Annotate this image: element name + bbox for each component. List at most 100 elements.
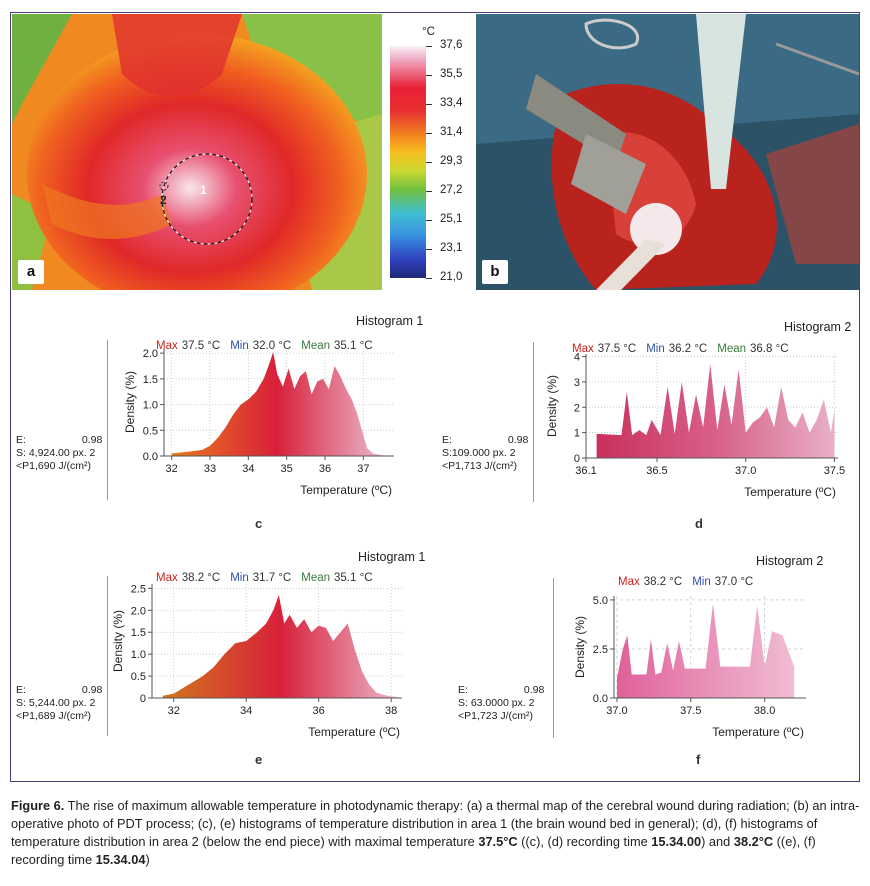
stat-min-value: 36.2 °C bbox=[668, 343, 708, 355]
panel-separator bbox=[553, 578, 554, 738]
scale-tick-label: 21,0 bbox=[440, 271, 463, 283]
energy-value: 0.98 bbox=[507, 434, 529, 446]
histogram-stats: Max 37.5 °C Min 36.2 °C Mean 36.8 °C bbox=[572, 343, 799, 355]
x-tick-label: 37 bbox=[357, 463, 369, 475]
panel-letter-a: a bbox=[18, 260, 44, 284]
y-tick-label: 2.5 bbox=[593, 644, 608, 656]
energy-label: E: bbox=[16, 434, 26, 446]
scale-tick-label: 27,2 bbox=[440, 184, 463, 196]
y-tick-label: 1 bbox=[574, 428, 580, 440]
scale-tick-mark bbox=[426, 191, 432, 192]
histogram-chart-c: 32 33 34 35 36 37 0.0 0.5 1.0 1.5 2.0 Temperature (… bbox=[123, 348, 394, 497]
caption-text-5: ) bbox=[145, 852, 150, 867]
histogram-chart-e: 32 34 36 38 0 0.5 1.0 1.5 2.0 2.5 Temperature (ºC)… bbox=[112, 583, 402, 739]
power-density-text: <P1,689 J/(cm²) bbox=[16, 710, 91, 722]
histogram-area bbox=[171, 352, 383, 456]
histogram-chart-f: 37.0 37.5 38.0 0.0 2.5 5.0 Temperature (ºC) Den… bbox=[573, 595, 806, 739]
energy-row: E: 0.98 bbox=[458, 684, 544, 697]
x-tick-label: 36.1 bbox=[575, 465, 596, 477]
y-tick-label: 0 bbox=[574, 453, 580, 465]
caption-text-4: ((e), (f) recording time bbox=[11, 834, 816, 867]
x-tick-label: 38.0 bbox=[754, 705, 775, 717]
stat-min-label: Min bbox=[230, 340, 249, 352]
histogram-side-info: E: 0.98 S:109.000 px. 2 <P1,713 J/(cm²) bbox=[442, 434, 528, 473]
energy-row: E: 0.98 bbox=[16, 434, 102, 447]
histogram-side-info: E: 0.98 S: 5,244.00 px. 2 <P1,689 J/(cm²) bbox=[16, 684, 102, 723]
y-tick-label: 0.5 bbox=[143, 425, 158, 437]
histogram-side-info: E: 0.98 S: 4,924.00 px. 2 <P1,690 J/(cm²) bbox=[16, 434, 102, 473]
panel-letter-c: c bbox=[255, 516, 263, 531]
scale-tick-mark bbox=[426, 278, 432, 279]
area-size-text: S: 63.0000 px. 2 bbox=[458, 697, 535, 709]
scale-tick-mark bbox=[426, 46, 432, 47]
y-tick-label: 2.5 bbox=[131, 583, 146, 595]
scale-tick-mark bbox=[426, 249, 432, 250]
caption-time-1: 15.34.00 bbox=[651, 834, 702, 849]
x-axis-title: Temperature (ºC) bbox=[300, 483, 392, 497]
panel-letter-f: f bbox=[696, 752, 701, 767]
scale-tick-label: 25,1 bbox=[440, 213, 463, 225]
scale-tick-mark bbox=[426, 104, 432, 105]
y-tick-label: 1.0 bbox=[131, 649, 146, 661]
stat-mean-value: 36.8 °C bbox=[750, 343, 789, 355]
stat-max-label: Max bbox=[156, 340, 178, 352]
panel-letter-b: b bbox=[482, 260, 508, 284]
scale-tick-mark bbox=[426, 162, 432, 163]
figure-caption: Figure 6. The rise of maximum allowable … bbox=[11, 797, 861, 869]
area-size-text: S:109.000 px. 2 bbox=[442, 447, 516, 459]
stat-max-label: Max bbox=[618, 576, 640, 588]
scale-tick-mark bbox=[426, 133, 432, 134]
scale-tick-mark bbox=[426, 75, 432, 76]
caption-text-1: The rise of maximum allowable temperatur… bbox=[11, 798, 860, 849]
histogram-area bbox=[596, 364, 835, 458]
y-tick-label: 1.5 bbox=[131, 627, 146, 639]
energy-row: E: 0.98 bbox=[16, 684, 102, 697]
x-tick-label: 33 bbox=[204, 463, 216, 475]
y-axis-title: Density (%) bbox=[112, 610, 125, 672]
caption-temp-2: 38.2°C bbox=[733, 834, 774, 849]
x-tick-label: 34 bbox=[242, 463, 254, 475]
y-tick-label: 1.0 bbox=[143, 400, 158, 412]
histogram-title: Histogram 2 bbox=[756, 554, 824, 568]
histogram-stats: Max 38.2 °C Min 37.0 °C bbox=[618, 576, 763, 588]
histogram-title: Histogram 1 bbox=[356, 314, 424, 328]
area-2-label: 2 bbox=[160, 193, 167, 207]
intraoperative-photo bbox=[476, 14, 859, 290]
x-tick-label: 38 bbox=[385, 705, 397, 717]
energy-value: 0.98 bbox=[81, 684, 103, 696]
power-density-text: <P1,690 J/(cm²) bbox=[16, 460, 91, 472]
scale-tick-label: 35,5 bbox=[440, 68, 463, 80]
y-axis-title: Density (%) bbox=[573, 616, 587, 678]
area-size-text: S: 4,924.00 px. 2 bbox=[16, 447, 96, 459]
y-tick-label: 2 bbox=[574, 402, 580, 414]
scale-tick-label: 23,1 bbox=[440, 242, 463, 254]
stat-min-label: Min bbox=[646, 343, 665, 355]
y-tick-label: 2.0 bbox=[131, 605, 146, 617]
y-axis-title: Density (%) bbox=[123, 371, 137, 433]
thermal-map-drawing: 1 2 bbox=[12, 14, 382, 290]
caption-temp-1: 37.5°C bbox=[478, 834, 518, 849]
stat-mean-value: 35.1 °C bbox=[334, 340, 373, 352]
caption-text-3: ) and bbox=[701, 834, 734, 849]
photo-drawing bbox=[476, 14, 859, 290]
y-tick-label: 0.0 bbox=[143, 451, 158, 463]
y-tick-label: 0 bbox=[140, 693, 146, 705]
stat-min-label: Min bbox=[692, 576, 711, 588]
y-tick-label: 0.0 bbox=[593, 693, 608, 705]
x-axis-title: Temperature (ºC) bbox=[712, 725, 804, 739]
panel-letter-d: d bbox=[695, 516, 703, 531]
scale-tick-label: 37,6 bbox=[440, 39, 463, 51]
x-tick-label: 32 bbox=[166, 463, 178, 475]
stat-max-value: 38.2 °C bbox=[181, 572, 221, 584]
area-1-label: 1 bbox=[200, 183, 207, 197]
energy-value: 0.98 bbox=[81, 434, 103, 446]
histogram-chart-d: 36.1 36.5 37.0 37.5 0 1 2 3 4 Temperature (ºC) Den… bbox=[545, 352, 845, 499]
power-density-text: <P1,723 J/(cm²) bbox=[458, 710, 533, 722]
stat-mean-label: Mean bbox=[717, 343, 747, 355]
y-tick-label: 2.0 bbox=[143, 348, 158, 360]
panel-letter-e: e bbox=[255, 752, 263, 767]
x-tick-label: 37.5 bbox=[680, 705, 701, 717]
stat-mean-label: Mean bbox=[301, 340, 331, 352]
energy-label: E: bbox=[458, 684, 468, 696]
histogram-area bbox=[616, 603, 795, 698]
